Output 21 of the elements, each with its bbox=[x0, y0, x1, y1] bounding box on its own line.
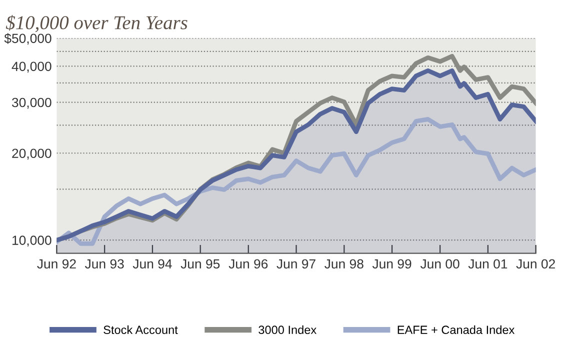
x-tick-label: Jun 92 bbox=[37, 259, 76, 269]
x-tick-label: Jun 97 bbox=[276, 259, 316, 269]
legend-label: Stock Account bbox=[104, 325, 178, 334]
y-tick-label: 20,000 bbox=[12, 148, 52, 160]
chart-title: $10,000 over Ten Years bbox=[6, 15, 188, 32]
x-tick-label: Jun 00 bbox=[420, 259, 460, 269]
x-tick-label: Jun 96 bbox=[228, 259, 268, 269]
legend-label: 3000 Index bbox=[258, 325, 316, 334]
y-tick-label: 30,000 bbox=[12, 98, 52, 109]
y-tick-label: 10,000 bbox=[12, 236, 52, 247]
x-tick-label: Jun 95 bbox=[180, 259, 220, 269]
y-tick-label: 40,000 bbox=[12, 62, 52, 73]
legend-label: EAFE + Canada Index bbox=[398, 325, 515, 334]
x-tick-label: Jun 01 bbox=[468, 259, 508, 269]
x-tick-label: Jun 93 bbox=[84, 259, 124, 269]
x-tick-label: Jun 02 bbox=[516, 259, 555, 269]
y-tick-label: $50,000 bbox=[4, 33, 52, 45]
x-tick-label: Jun 98 bbox=[324, 259, 364, 269]
x-tick-label: Jun 94 bbox=[132, 259, 172, 269]
line-series bbox=[56, 117, 536, 246]
x-tick-label: Jun 99 bbox=[372, 259, 412, 269]
